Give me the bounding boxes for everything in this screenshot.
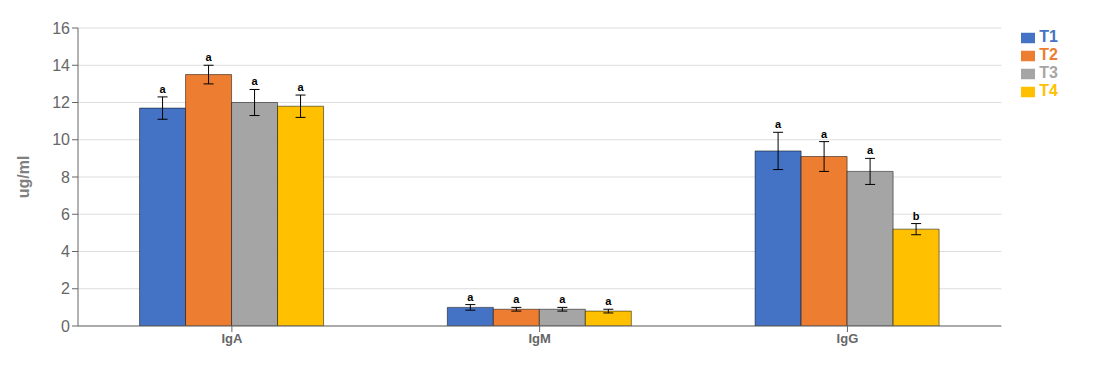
- svg-text:a: a: [867, 144, 874, 156]
- svg-text:14: 14: [52, 57, 70, 74]
- svg-text:6: 6: [61, 206, 70, 223]
- svg-text:b: b: [913, 210, 920, 222]
- svg-text:10: 10: [52, 131, 70, 148]
- svg-text:8: 8: [61, 169, 70, 186]
- svg-text:2: 2: [61, 280, 70, 297]
- svg-text:a: a: [251, 75, 258, 87]
- svg-text:12: 12: [52, 94, 70, 111]
- html-text:T1: T1: [1039, 28, 1058, 45]
- html-text:T3: T3: [1039, 64, 1058, 81]
- svg-text:a: a: [297, 81, 304, 93]
- svg-text:a: a: [513, 293, 520, 305]
- html-text:T2: T2: [1039, 46, 1058, 63]
- svg-text:16: 16: [52, 20, 70, 37]
- svg-text:a: a: [205, 51, 212, 63]
- svg-text:IgG: IgG: [837, 331, 859, 346]
- html-text:T4: T4: [1039, 82, 1058, 99]
- svg-text:a: a: [821, 128, 828, 140]
- svg-text:a: a: [605, 295, 612, 307]
- svg-text:a: a: [159, 83, 166, 95]
- svg-text:4: 4: [61, 243, 70, 260]
- svg-text:IgA: IgA: [221, 331, 243, 346]
- svg-text:a: a: [559, 293, 566, 305]
- svg-text:a: a: [775, 118, 782, 130]
- svg-text:ug/ml: ug/ml: [15, 156, 32, 199]
- svg-text:IgM: IgM: [528, 331, 550, 346]
- svg-text:0: 0: [61, 318, 70, 335]
- svg-text:a: a: [467, 291, 474, 303]
